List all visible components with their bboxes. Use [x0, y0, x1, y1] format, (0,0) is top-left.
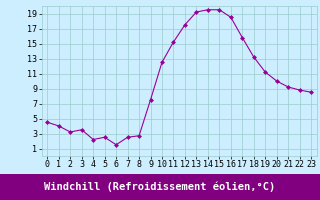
Text: Windchill (Refroidissement éolien,°C): Windchill (Refroidissement éolien,°C) [44, 182, 276, 192]
